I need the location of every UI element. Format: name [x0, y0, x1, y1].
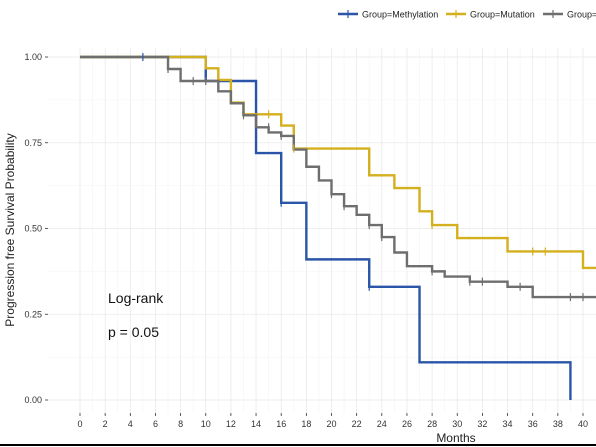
y-tick-label: 1.00	[24, 52, 42, 62]
logrank-label: Log-rank	[108, 290, 164, 306]
legend: Group=Methylation Group=Mutation Group=I	[338, 10, 596, 20]
y-axis: 0.00 0.25 0.50 0.75 1.00	[24, 52, 48, 405]
x-tick-label: 16	[276, 419, 286, 429]
x-axis: 0 2 4 6 8 10 12 14 16 18 20 22 24 26 28 30 32 34 36 38 40	[77, 413, 588, 429]
x-tick-label: 30	[452, 419, 462, 429]
x-tick-label: 26	[402, 419, 412, 429]
x-tick-label: 34	[503, 419, 513, 429]
y-tick-label: 0.00	[24, 395, 42, 405]
x-tick-label: 4	[128, 419, 133, 429]
legend-label-other: Group=I	[567, 10, 596, 20]
x-tick-label: 24	[377, 419, 387, 429]
x-tick-label: 22	[352, 419, 362, 429]
x-tick-label: 18	[301, 419, 311, 429]
legend-label-mutation: Group=Mutation	[470, 10, 535, 20]
x-axis-title: Months	[436, 431, 475, 445]
x-tick-label: 8	[178, 419, 183, 429]
x-tick-label: 28	[427, 419, 437, 429]
p-value-label: p = 0.05	[108, 324, 159, 340]
x-tick-label: 14	[251, 419, 261, 429]
x-tick-label: 2	[103, 419, 108, 429]
x-tick-label: 32	[477, 419, 487, 429]
x-tick-label: 36	[528, 419, 538, 429]
curve-other	[80, 55, 596, 299]
y-tick-label: 0.25	[24, 309, 42, 319]
x-tick-label: 38	[553, 419, 563, 429]
y-tick-label: 0.75	[24, 138, 42, 148]
x-tick-label: 40	[578, 419, 588, 429]
x-tick-label: 20	[326, 419, 336, 429]
x-tick-label: 6	[153, 419, 158, 429]
plot-panel	[48, 48, 596, 413]
censor-marks	[142, 53, 584, 302]
survival-curves	[80, 55, 596, 400]
legend-label-methylation: Group=Methylation	[362, 10, 438, 20]
x-tick-label: 12	[226, 419, 236, 429]
curve-mutation	[80, 55, 596, 270]
x-tick-label: 10	[201, 419, 211, 429]
x-tick-label: 0	[77, 419, 82, 429]
y-tick-label: 0.50	[24, 224, 42, 234]
y-axis-title: Progression free Survival Probability	[3, 133, 17, 326]
